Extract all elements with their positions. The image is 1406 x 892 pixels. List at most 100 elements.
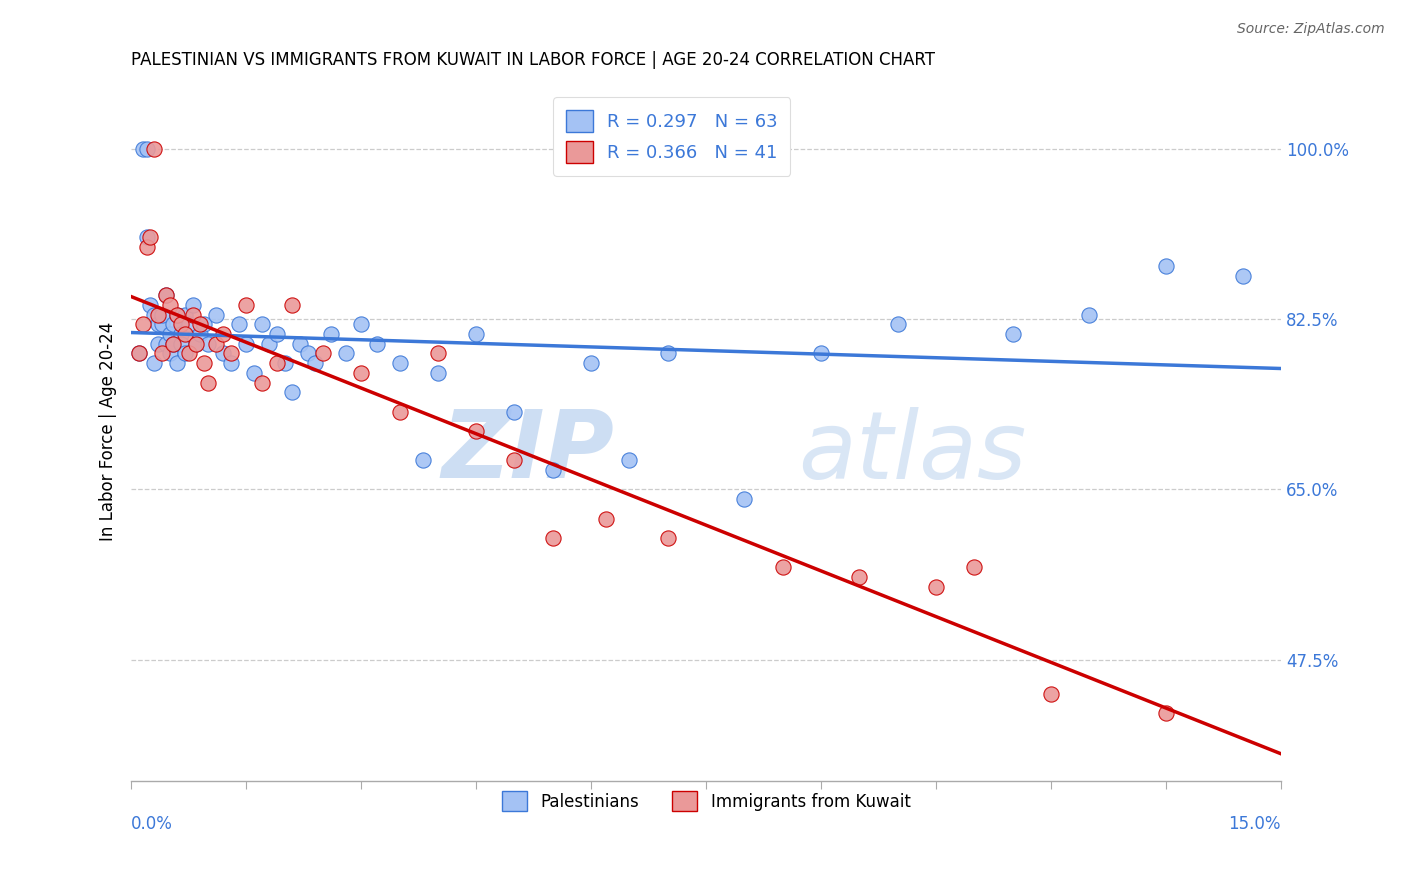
Point	[257, 336, 280, 351]
Point	[170, 318, 193, 332]
Point	[465, 326, 488, 341]
Point	[281, 385, 304, 400]
Point	[166, 308, 188, 322]
Point	[963, 560, 986, 574]
Point	[132, 142, 155, 156]
Legend: Palestinians, Immigrants from Kuwait: Palestinians, Immigrants from Kuwait	[495, 784, 917, 818]
Point	[150, 308, 173, 322]
Point	[174, 326, 197, 341]
Point	[350, 366, 373, 380]
Point	[162, 336, 184, 351]
Point	[188, 326, 211, 341]
Point	[204, 308, 226, 322]
Point	[150, 318, 173, 332]
Point	[204, 336, 226, 351]
Point	[135, 230, 157, 244]
Point	[1001, 326, 1024, 341]
Point	[177, 346, 200, 360]
Point	[143, 142, 166, 156]
Point	[319, 326, 342, 341]
Point	[197, 336, 219, 351]
Text: Source: ZipAtlas.com: Source: ZipAtlas.com	[1237, 22, 1385, 37]
Point	[177, 318, 200, 332]
Point	[139, 230, 162, 244]
Point	[350, 318, 373, 332]
Point	[579, 356, 602, 370]
Point	[366, 336, 388, 351]
Point	[250, 318, 273, 332]
Point	[139, 298, 162, 312]
Point	[772, 560, 794, 574]
Point	[1040, 687, 1063, 701]
Point	[159, 326, 181, 341]
Point	[1154, 259, 1177, 273]
Point	[426, 346, 449, 360]
Point	[657, 531, 679, 545]
Point	[297, 346, 319, 360]
Point	[412, 453, 434, 467]
Point	[146, 318, 169, 332]
Point	[886, 318, 908, 332]
Point	[1078, 308, 1101, 322]
Point	[174, 308, 197, 322]
Point	[159, 298, 181, 312]
Point	[541, 463, 564, 477]
Point	[155, 288, 177, 302]
Point	[388, 405, 411, 419]
Point	[143, 356, 166, 370]
Point	[128, 346, 150, 360]
Point	[1232, 268, 1254, 283]
Point	[186, 336, 208, 351]
Text: 15.0%: 15.0%	[1229, 815, 1281, 833]
Point	[197, 376, 219, 390]
Point	[159, 346, 181, 360]
Point	[243, 366, 266, 380]
Point	[212, 346, 235, 360]
Point	[304, 356, 326, 370]
Text: atlas: atlas	[799, 407, 1026, 498]
Point	[541, 531, 564, 545]
Point	[312, 346, 335, 360]
Point	[228, 318, 250, 332]
Point	[193, 318, 215, 332]
Point	[174, 346, 197, 360]
Text: ZIP: ZIP	[441, 406, 614, 498]
Point	[733, 492, 755, 507]
Text: 0.0%: 0.0%	[131, 815, 173, 833]
Point	[281, 298, 304, 312]
Point	[273, 356, 295, 370]
Point	[166, 308, 188, 322]
Point	[146, 336, 169, 351]
Point	[135, 142, 157, 156]
Point	[170, 336, 193, 351]
Point	[146, 308, 169, 322]
Point	[155, 288, 177, 302]
Point	[132, 318, 155, 332]
Point	[150, 346, 173, 360]
Point	[503, 405, 526, 419]
Point	[465, 424, 488, 438]
Point	[335, 346, 357, 360]
Point	[186, 336, 208, 351]
Point	[925, 580, 948, 594]
Point	[266, 326, 288, 341]
Point	[181, 298, 204, 312]
Point	[810, 346, 832, 360]
Point	[219, 346, 242, 360]
Point	[193, 356, 215, 370]
Point	[181, 308, 204, 322]
Point	[162, 318, 184, 332]
Point	[657, 346, 679, 360]
Point	[250, 376, 273, 390]
Point	[595, 511, 617, 525]
Point	[155, 336, 177, 351]
Point	[619, 453, 641, 467]
Point	[170, 326, 193, 341]
Point	[503, 453, 526, 467]
Point	[235, 336, 257, 351]
Point	[128, 346, 150, 360]
Point	[235, 298, 257, 312]
Point	[162, 336, 184, 351]
Point	[426, 366, 449, 380]
Text: PALESTINIAN VS IMMIGRANTS FROM KUWAIT IN LABOR FORCE | AGE 20-24 CORRELATION CHA: PALESTINIAN VS IMMIGRANTS FROM KUWAIT IN…	[131, 51, 935, 69]
